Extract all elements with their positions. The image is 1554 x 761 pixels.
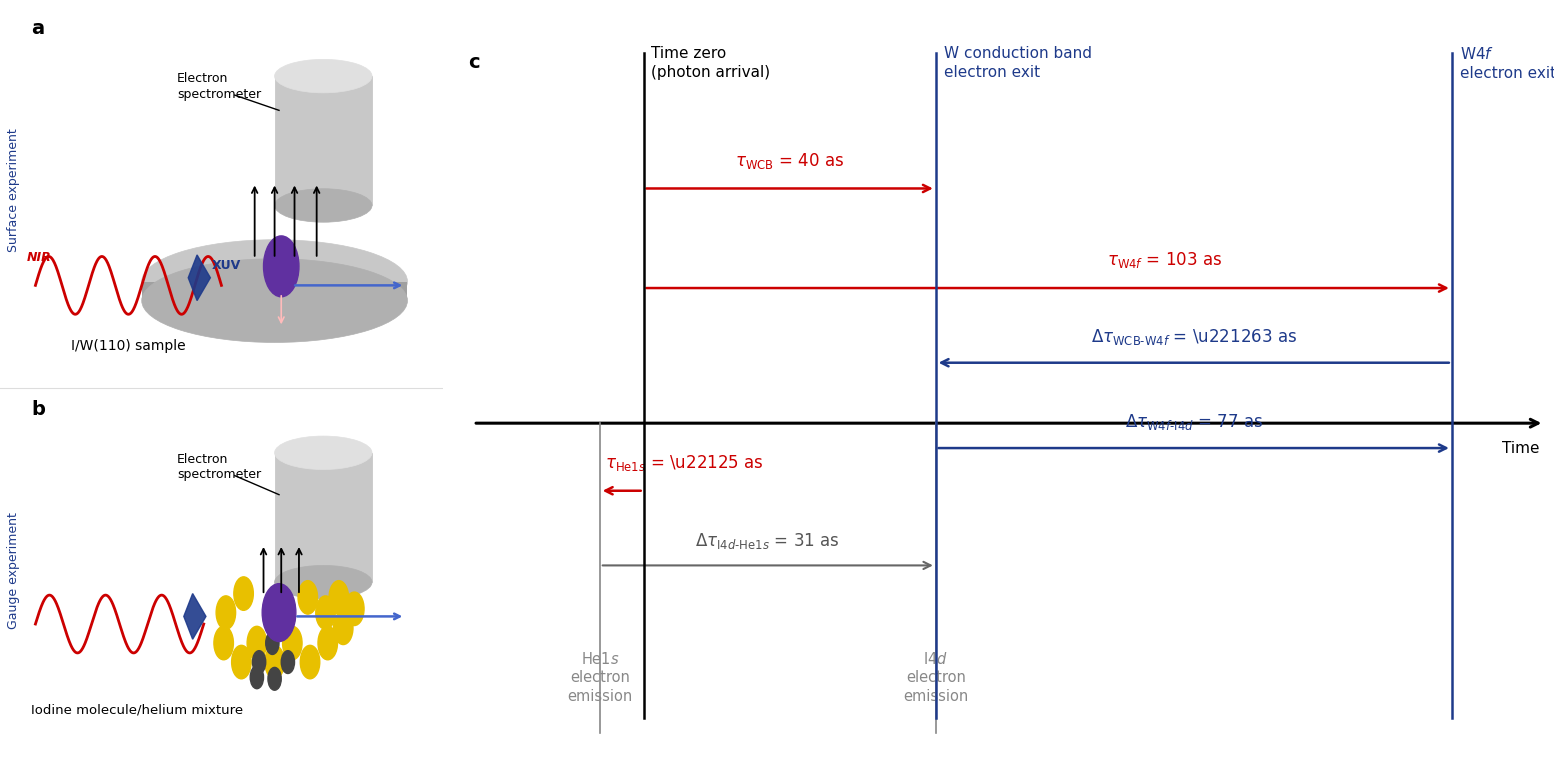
Ellipse shape <box>141 259 407 342</box>
Text: c: c <box>468 53 480 72</box>
Ellipse shape <box>275 189 371 222</box>
Circle shape <box>345 592 364 626</box>
Text: XUV: XUV <box>211 259 241 272</box>
Circle shape <box>266 632 280 654</box>
Bar <box>141 282 407 301</box>
Bar <box>275 453 371 582</box>
Text: $\tau_{\mathsf{He1}\mathit{s}}$ = \u22125 as: $\tau_{\mathsf{He1}\mathit{s}}$ = \u2212… <box>605 453 763 473</box>
Circle shape <box>264 645 284 679</box>
Circle shape <box>283 626 301 660</box>
Text: $\Delta\tau_{\mathsf{WCB\text{-}W4}\mathit{f}}$ = \u221263 as: $\Delta\tau_{\mathsf{WCB\text{-}W4}\math… <box>1091 327 1298 347</box>
Text: NIR: NIR <box>26 250 51 264</box>
Circle shape <box>319 626 337 660</box>
Text: $\tau_{\mathsf{W4}\mathit{f}}$ = 103 as: $\tau_{\mathsf{W4}\mathit{f}}$ = 103 as <box>1106 250 1221 270</box>
Circle shape <box>298 581 317 614</box>
Text: Iodine molecule/helium mixture: Iodine molecule/helium mixture <box>31 704 242 717</box>
Circle shape <box>315 596 336 629</box>
Circle shape <box>252 651 266 673</box>
Text: I4$d$
electron
emission: I4$d$ electron emission <box>903 651 968 704</box>
Ellipse shape <box>275 436 371 470</box>
Text: Time zero
(photon arrival): Time zero (photon arrival) <box>651 46 771 80</box>
Text: Surface experiment: Surface experiment <box>6 129 20 252</box>
Text: W conduction band
electron exit: W conduction band electron exit <box>943 46 1091 80</box>
Ellipse shape <box>141 240 407 323</box>
Text: I/W(110) sample: I/W(110) sample <box>71 339 185 352</box>
Text: $\Delta\tau_{\mathsf{I4}\mathit{d}\mathsf{\text{-}He1}\mathit{s}}$ = 31 as: $\Delta\tau_{\mathsf{I4}\mathit{d}\maths… <box>696 531 841 551</box>
Circle shape <box>267 667 281 690</box>
Bar <box>275 76 371 205</box>
Circle shape <box>250 666 264 689</box>
Circle shape <box>264 236 298 297</box>
Circle shape <box>247 626 267 660</box>
Text: Time: Time <box>1501 441 1540 456</box>
Text: $\tau_{\mathsf{WCB}}$ = 40 as: $\tau_{\mathsf{WCB}}$ = 40 as <box>735 151 844 170</box>
Circle shape <box>329 581 348 614</box>
Text: W4$f$
electron exit: W4$f$ electron exit <box>1459 46 1554 81</box>
Circle shape <box>214 626 233 660</box>
Circle shape <box>263 584 295 642</box>
Text: $\Delta\tau_{\mathsf{W4}\mathit{f}\mathsf{\text{-}I4}\mathit{d}}$ = 77 as: $\Delta\tau_{\mathsf{W4}\mathit{f}\maths… <box>1125 412 1263 432</box>
Text: Gauge experiment: Gauge experiment <box>6 512 20 629</box>
Circle shape <box>233 577 253 610</box>
Text: Electron
spectrometer: Electron spectrometer <box>177 72 261 100</box>
Polygon shape <box>188 255 210 301</box>
Text: Electron
spectrometer: Electron spectrometer <box>177 453 261 481</box>
Circle shape <box>281 651 295 673</box>
Polygon shape <box>183 594 207 639</box>
Text: a: a <box>31 19 44 38</box>
Circle shape <box>300 645 320 679</box>
Text: b: b <box>31 400 45 419</box>
Ellipse shape <box>275 565 371 599</box>
Circle shape <box>232 645 252 679</box>
Circle shape <box>216 596 236 629</box>
Ellipse shape <box>275 59 371 93</box>
Text: He1$s$
electron
emission: He1$s$ electron emission <box>567 651 632 704</box>
Circle shape <box>334 611 353 645</box>
